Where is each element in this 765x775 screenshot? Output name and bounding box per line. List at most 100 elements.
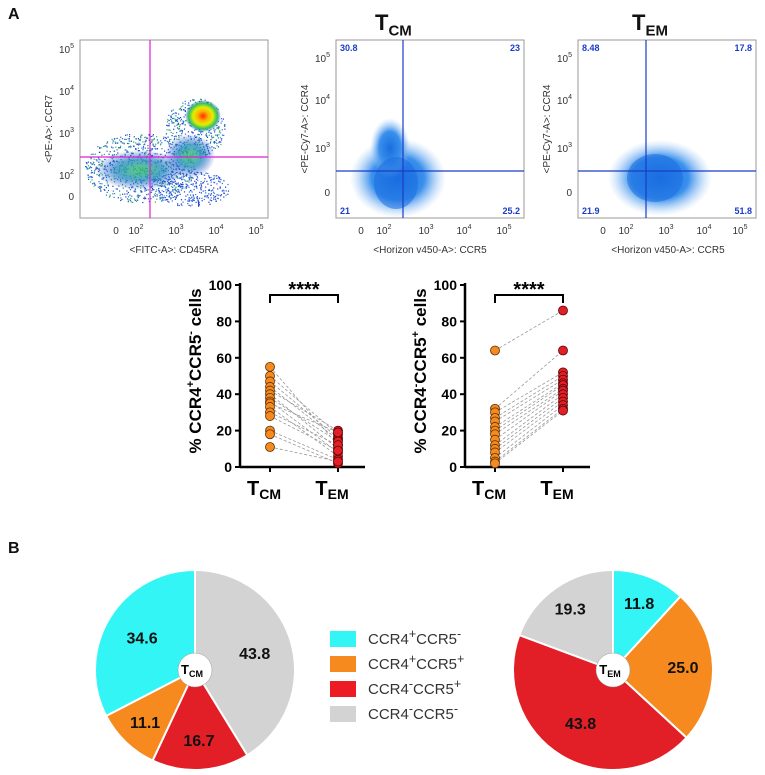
dotplot-cell (214, 182, 216, 184)
tem-frame (577, 39, 757, 219)
dotplot-cell (213, 187, 215, 189)
dotplot-cell (187, 203, 189, 205)
dotplot-cell (184, 187, 186, 189)
dotplot-cell (126, 193, 128, 195)
pie2-slice-label: 19.3 (555, 601, 586, 618)
dotplot-cell (161, 194, 163, 196)
dotplot-cell (205, 186, 207, 188)
dotplot-cell (164, 197, 166, 199)
dotplot-cell (156, 195, 158, 197)
dotplot-cell (168, 190, 170, 192)
dotplot-cell (158, 189, 160, 191)
dotplot-cell (173, 191, 175, 193)
dotplot-cell (147, 137, 149, 139)
dotplot-cell (218, 127, 220, 129)
cd45ra-ccr7-dotplot: 0 102 103 104 105 0 102 103 104 105 <FIT… (44, 39, 269, 256)
dotplot-cell (117, 142, 119, 144)
dotplot-cell (171, 200, 173, 202)
dotplot-cell (169, 140, 171, 142)
dotplot-warm-cluster-b (165, 134, 215, 178)
plot2-pair-line (494, 397, 564, 450)
dotplot-cell (106, 141, 109, 143)
plot2-pair-line (494, 384, 564, 431)
tcm-y-ticks: 0 103 104 105 (315, 52, 330, 199)
dotplot-cell (170, 198, 172, 200)
dotplot-cell (192, 177, 194, 179)
dotplot-cell (99, 187, 102, 189)
dotplot-cell (135, 149, 137, 151)
dotplot-cell (180, 117, 182, 119)
dotplot-cell (205, 135, 207, 137)
dotplot-cell (138, 195, 140, 197)
plot2-tem-point (558, 305, 568, 316)
dotplot-cell (125, 138, 127, 140)
dotplot-cell (213, 147, 215, 149)
dotplot-cell (200, 132, 202, 134)
dotplot-cell (204, 195, 206, 197)
dotplot-cell (173, 185, 175, 187)
dotplot-cell (127, 196, 130, 198)
dotplot-cell (177, 185, 179, 188)
dotplot-cell (218, 180, 220, 182)
dotplot-cell (116, 188, 118, 190)
dotplot-cell (141, 134, 143, 136)
dotplot-cell (106, 145, 108, 148)
dotplot-cell (162, 197, 164, 199)
tem-quadrant-br: 51.8 (734, 206, 752, 216)
dotplot-cell (200, 192, 202, 194)
dotplot-cell (119, 194, 121, 196)
dotplot-cell (119, 139, 121, 141)
dotplot-cell (177, 188, 179, 191)
dotplot-cell (120, 136, 122, 138)
dotplot-cell (208, 175, 210, 177)
dotplot-cell (211, 200, 213, 202)
plot2-pair-line (494, 401, 564, 453)
dotplot-cell (197, 199, 199, 202)
dotplot-cell (193, 188, 195, 191)
plot1-tem-point (333, 456, 343, 467)
tem-ytick: 105 (557, 52, 572, 65)
dotplot-cell (162, 200, 164, 202)
dotplot-cell (176, 120, 179, 122)
dotplot-cell (145, 139, 147, 141)
plot2-pair-line (494, 410, 564, 464)
plot2-pair-line (494, 375, 564, 419)
dotplot-cell (204, 196, 206, 198)
dotplot-cell (182, 109, 184, 111)
ccr4pos-ccr5neg-paired-plot: 0 20 40 60 80 100 TCM TEM **** % CCR4+CCR5- cells (185, 277, 365, 502)
dotplot-cell (219, 181, 221, 183)
dotplot-cell (151, 189, 153, 192)
dotplot-cell (190, 197, 192, 199)
dotplot-cell (188, 186, 190, 188)
dotplot-cell (202, 182, 204, 184)
dotplot-cell (210, 190, 212, 192)
dotplot-cell (180, 118, 182, 121)
dotplot-cell (212, 136, 215, 138)
dotplot-cell (143, 144, 145, 146)
dotplot-ytick: 104 (59, 85, 74, 98)
plot1-pair-line (269, 430, 339, 461)
dotplot-cell (151, 148, 154, 150)
dotplot-cell (154, 147, 156, 150)
dotplot-cell (190, 189, 192, 191)
dotplot-cell (185, 187, 188, 189)
dotplot-cell (170, 193, 172, 195)
dotplot-cell (208, 189, 211, 191)
dotplot-cell (127, 191, 129, 194)
dotplot-cell (154, 195, 156, 197)
dotplot-cell (198, 204, 200, 206)
dotplot-cell (186, 184, 188, 186)
dotplot-cell (164, 137, 166, 139)
dotplot-cell (128, 142, 130, 145)
dotplot-cell (214, 131, 216, 133)
tcm-xtick: 105 (496, 224, 511, 237)
dotplot-cell (94, 170, 96, 172)
dotplot-cell (199, 184, 201, 186)
dotplot-cell (174, 189, 176, 191)
plot1-pair-line (269, 375, 339, 435)
dotplot-cell (172, 109, 174, 111)
dotplot-cell (99, 147, 101, 149)
dotplot-cell (155, 190, 157, 192)
dotplot-cell (144, 198, 146, 200)
plot1-ytick-label: 40 (216, 386, 232, 402)
